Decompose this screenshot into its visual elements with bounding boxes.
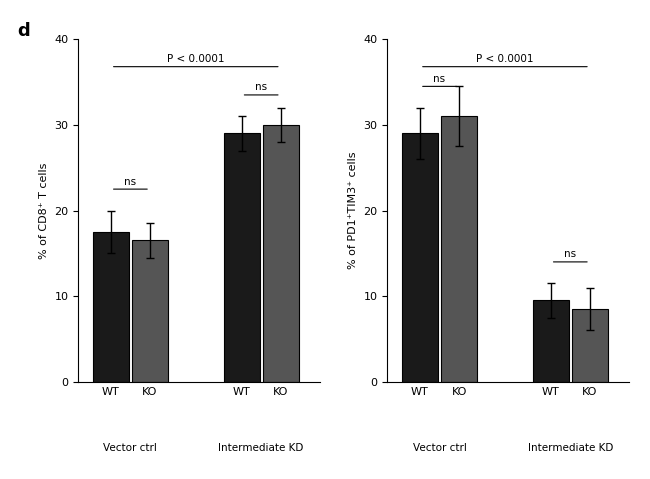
Text: P < 0.0001: P < 0.0001 (476, 54, 534, 64)
Text: ns: ns (255, 82, 267, 92)
Text: ns: ns (124, 177, 136, 186)
Y-axis label: % of CD8⁺ T cells: % of CD8⁺ T cells (38, 162, 49, 259)
Bar (572, 309, 608, 382)
Text: ns: ns (564, 250, 577, 259)
Bar (441, 116, 477, 382)
Bar (263, 125, 299, 382)
Text: P < 0.0001: P < 0.0001 (167, 54, 224, 64)
Bar (132, 240, 168, 382)
Bar (93, 232, 129, 382)
Bar (224, 134, 259, 382)
Text: Intermediate KD: Intermediate KD (528, 444, 613, 454)
Text: Vector ctrl: Vector ctrl (103, 444, 157, 454)
Bar (533, 300, 569, 382)
Bar (402, 134, 438, 382)
Y-axis label: % of PD1⁺TIM3⁺ cells: % of PD1⁺TIM3⁺ cells (348, 152, 358, 269)
Text: ns: ns (434, 74, 446, 84)
Text: d: d (18, 22, 31, 40)
Text: Intermediate KD: Intermediate KD (218, 444, 304, 454)
Text: Vector ctrl: Vector ctrl (413, 444, 467, 454)
